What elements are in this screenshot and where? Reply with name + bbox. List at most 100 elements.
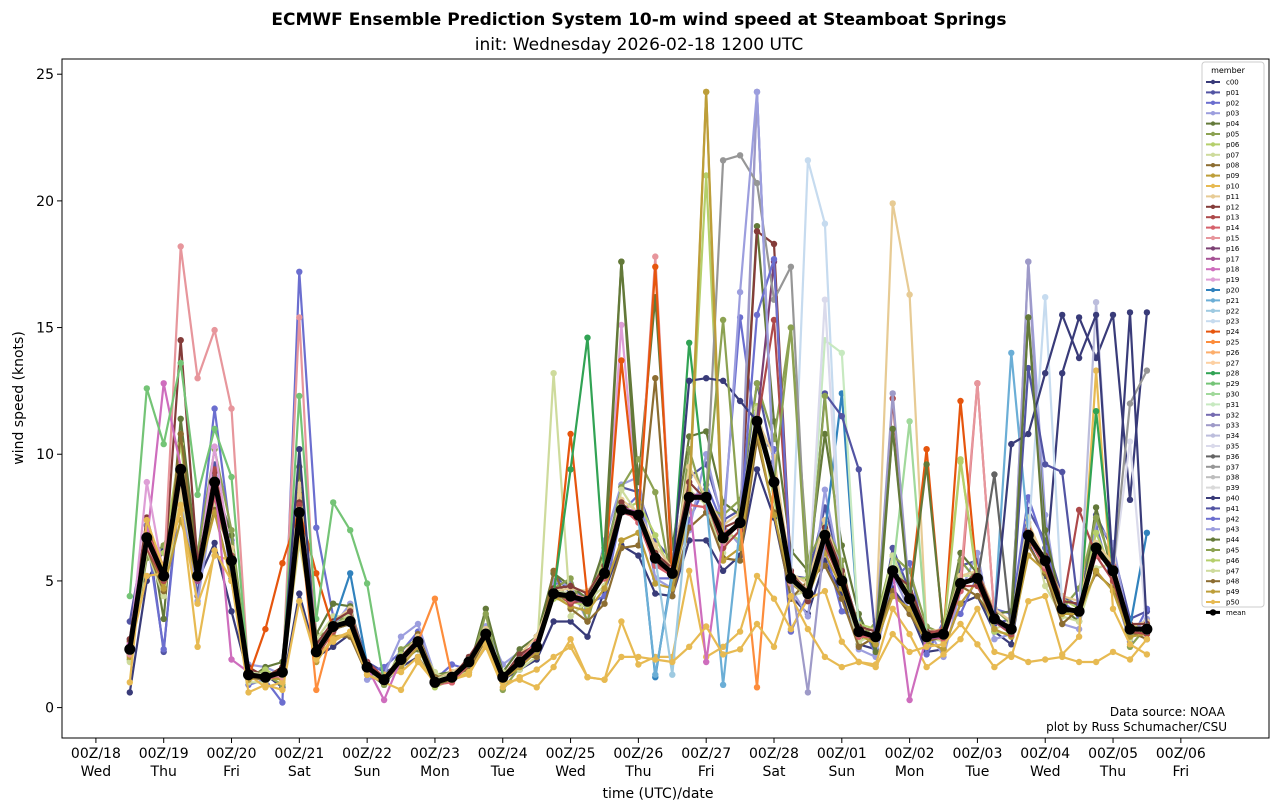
x-tick-day: Fri [698, 764, 715, 780]
legend-label: p21 [1226, 297, 1239, 305]
data-point [584, 334, 591, 341]
data-point [126, 679, 133, 686]
data-point [635, 456, 642, 463]
data-point [991, 625, 998, 633]
mean-point [243, 669, 254, 681]
data-point [228, 527, 235, 534]
data-point [313, 686, 320, 694]
data-point [1126, 438, 1134, 445]
data-point [414, 658, 422, 666]
mean-point [344, 616, 356, 627]
data-point [567, 613, 574, 620]
data-point [296, 446, 303, 453]
legend-marker [1210, 215, 1216, 220]
x-tick-day: Sun [828, 764, 855, 780]
data-point [1143, 529, 1151, 536]
data-point [279, 699, 286, 706]
legend-marker [1210, 267, 1216, 272]
mean-point [887, 565, 899, 577]
data-point [1075, 314, 1083, 321]
data-point [1092, 529, 1100, 536]
legend-marker [1210, 131, 1216, 137]
legend-marker [1210, 423, 1216, 428]
mean-point [378, 674, 390, 686]
data-point [1075, 633, 1083, 640]
data-point [736, 288, 744, 296]
data-point [1059, 620, 1066, 628]
data-point [313, 570, 320, 577]
mean-point [768, 476, 780, 488]
data-point [787, 625, 795, 633]
data-point [1025, 598, 1032, 605]
mean-point [412, 636, 424, 648]
data-point [923, 446, 930, 453]
mean-point [1141, 623, 1153, 635]
data-point [872, 663, 879, 671]
data-point [584, 618, 591, 625]
data-point [686, 339, 693, 346]
data-point [719, 643, 727, 650]
data-point [516, 676, 523, 683]
legend-marker [1210, 599, 1216, 605]
x-tick-day: Tue [490, 764, 515, 780]
x-ticks: 00Z/18 Wed 00Z/19 Thu 00Z/20 Fri 00Z/21 Sat 00Z/… [71, 738, 1206, 780]
mean-point [666, 567, 678, 579]
data-point [1059, 653, 1066, 661]
legend-marker [1210, 277, 1216, 282]
legend-label: p14 [1226, 224, 1240, 232]
data-point [669, 658, 676, 666]
data-point [296, 590, 303, 597]
data-point [1042, 592, 1049, 600]
data-point [1109, 605, 1117, 612]
legend-marker [1210, 339, 1216, 345]
data-point [228, 405, 235, 412]
legend-label: p03 [1226, 110, 1239, 118]
data-point [296, 598, 303, 605]
legend-label: p41 [1226, 505, 1239, 513]
data-point [1042, 656, 1049, 663]
data-point [736, 628, 744, 635]
data-point [804, 157, 812, 164]
legend-marker [1210, 391, 1216, 397]
plot-frame [61, 58, 1270, 739]
mean-point [632, 509, 644, 521]
x-tick-day: Wed [81, 764, 112, 780]
legend-marker [1210, 589, 1216, 594]
data-point [1075, 506, 1083, 514]
mean-point [938, 628, 949, 640]
x-tick-day: Wed [555, 764, 586, 780]
data-point [296, 314, 303, 321]
data-point [177, 243, 184, 250]
chart-subtitle: init: Wednesday 2026-02-18 1200 UTC [475, 35, 803, 55]
legend-marker [1210, 163, 1216, 168]
mean-point [209, 476, 221, 488]
data-point [855, 658, 862, 666]
data-point [991, 648, 998, 656]
data-point [957, 600, 964, 607]
data-point [635, 653, 642, 661]
data-point [906, 291, 913, 298]
mean-series-group [124, 415, 1153, 688]
mean-point [700, 491, 712, 503]
data-point [1092, 504, 1100, 511]
legend-label: p48 [1226, 578, 1239, 586]
legend-marker [1210, 527, 1216, 532]
mean-point [751, 415, 763, 427]
data-point [872, 648, 879, 656]
data-point [923, 651, 930, 658]
legend-marker [1210, 506, 1216, 511]
legend-label: p32 [1226, 411, 1239, 419]
x-tick-day: Fri [223, 764, 240, 780]
data-point [1143, 636, 1151, 643]
data-point [550, 618, 557, 625]
legend-marker [1210, 433, 1216, 438]
data-point [465, 671, 473, 678]
data-point [719, 567, 727, 574]
mean-point [955, 578, 966, 589]
data-point [194, 643, 201, 650]
data-point [974, 641, 981, 648]
data-point [1092, 299, 1100, 306]
data-point [838, 349, 845, 357]
legend-marker [1210, 568, 1216, 573]
data-point [889, 390, 896, 397]
